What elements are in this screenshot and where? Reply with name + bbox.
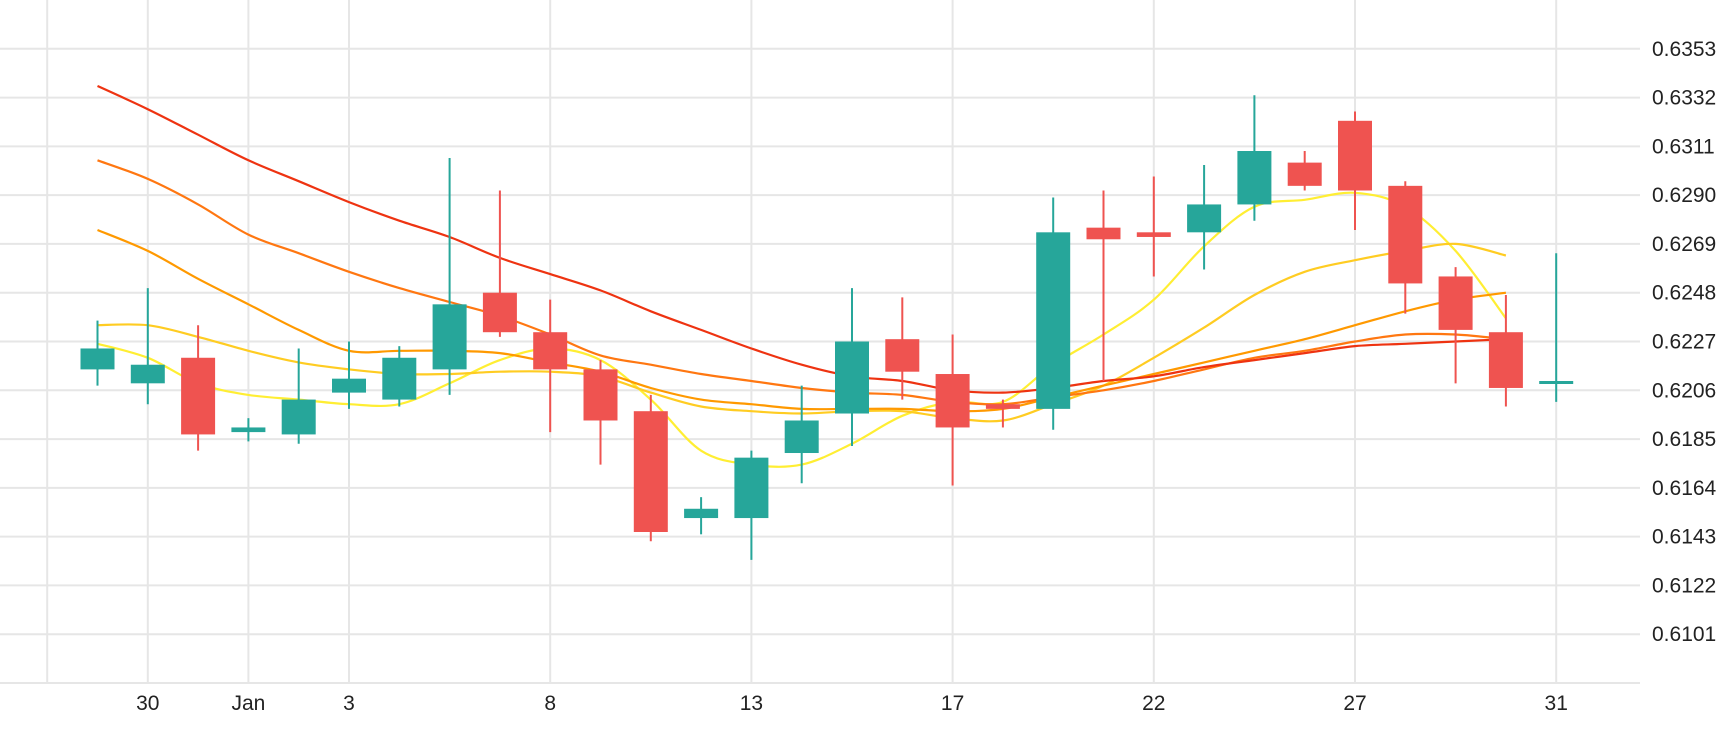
candle-14 (784, 385, 819, 484)
candle-body-24 (1287, 162, 1322, 186)
x-tick-label-0: 30 (136, 692, 159, 715)
moving-average-line-4 (97, 159, 1507, 406)
candle-body-3 (231, 427, 266, 433)
candle-body-19 (1036, 232, 1071, 409)
candle-3 (231, 418, 266, 442)
candle-body-4 (281, 399, 316, 435)
y-tick-label-2: 0.6143 (1652, 526, 1716, 549)
y-tick-label-10: 0.6311 (1652, 135, 1715, 158)
x-tick-label-6: 22 (1142, 692, 1165, 715)
y-axis-labels: 0.6101 0.6122 0.6143 0.6164 0.6185 0.6206 0.62… (1652, 38, 1717, 646)
candle-body-11 (633, 411, 668, 532)
moving-average-line-1 (97, 191, 1507, 468)
candle-body-0 (80, 348, 115, 370)
candle-body-21 (1136, 232, 1171, 237)
y-tick-label-9: 0.6290 (1652, 184, 1716, 207)
candle-1 (130, 288, 165, 405)
candle-10 (583, 360, 618, 465)
candle-body-14 (784, 420, 819, 454)
moving-average-line-5 (97, 84, 1506, 394)
candle-body-1 (130, 364, 165, 384)
candle-body-29 (1539, 380, 1574, 384)
candle-body-23 (1237, 151, 1272, 205)
candle-body-20 (1086, 227, 1121, 240)
candle-body-6 (382, 357, 417, 400)
candle-22 (1187, 164, 1222, 270)
candle-27 (1438, 267, 1473, 384)
y-tick-label-7: 0.6248 (1652, 282, 1716, 305)
candle-26 (1388, 181, 1423, 314)
y-tick-label-1: 0.6122 (1652, 574, 1716, 597)
candle-28 (1488, 295, 1523, 407)
candle-4 (281, 348, 316, 444)
candle-19 (1036, 197, 1071, 430)
y-tick-label-0: 0.6101 (1652, 623, 1716, 646)
x-axis-labels: 30 Jan 3 8 13 17 22 27 31 (136, 692, 1568, 715)
candle-layer (80, 95, 1574, 560)
candle-body-12 (684, 508, 719, 519)
candle-body-27 (1438, 276, 1473, 330)
x-tick-label-8: 31 (1545, 692, 1568, 715)
candle-17 (935, 334, 970, 486)
y-tick-label-8: 0.6269 (1652, 233, 1716, 256)
candle-body-9 (533, 332, 568, 370)
candle-body-7 (432, 304, 467, 370)
x-tick-label-5: 17 (941, 692, 964, 715)
candle-24 (1287, 151, 1322, 191)
candle-body-15 (835, 341, 869, 414)
candle-body-2 (181, 357, 216, 435)
candle-15 (835, 288, 869, 447)
x-tick-label-4: 13 (740, 692, 763, 715)
candle-body-8 (482, 292, 517, 333)
x-tick-label-7: 27 (1343, 692, 1366, 715)
candle-body-17 (935, 374, 970, 428)
y-tick-label-11: 0.6332 (1652, 87, 1716, 110)
candle-11 (633, 394, 668, 542)
candle-23 (1237, 95, 1272, 221)
candle-body-18 (985, 404, 1020, 409)
candle-body-25 (1338, 120, 1372, 191)
candle-2 (181, 325, 216, 451)
y-tick-label-3: 0.6164 (1652, 477, 1717, 500)
candle-body-26 (1388, 185, 1423, 284)
candle-body-22 (1187, 204, 1222, 233)
candle-29 (1539, 253, 1574, 402)
x-tick-label-2: 3 (343, 692, 355, 715)
candle-16 (885, 297, 920, 400)
candle-25 (1338, 111, 1372, 230)
x-tick-label-1: Jan (231, 692, 265, 715)
candle-0 (80, 320, 115, 386)
candle-body-16 (885, 339, 920, 372)
candle-21 (1136, 176, 1171, 277)
candle-body-28 (1488, 332, 1523, 388)
candle-8 (482, 190, 517, 337)
candle-6 (382, 346, 417, 407)
candle-body-10 (583, 369, 618, 421)
candle-20 (1086, 190, 1121, 381)
x-tick-label-3: 8 (544, 692, 556, 715)
y-tick-label-4: 0.6185 (1652, 428, 1716, 451)
candle-18 (985, 399, 1020, 428)
candle-12 (684, 497, 719, 535)
candle-body-13 (734, 457, 769, 519)
y-tick-label-6: 0.6227 (1652, 331, 1716, 354)
y-tick-label-5: 0.6206 (1652, 379, 1716, 402)
candle-body-5 (332, 378, 366, 393)
candle-5 (332, 341, 366, 409)
candle-13 (734, 450, 769, 560)
candle-7 (432, 157, 467, 395)
y-tick-label-12: 0.6353 (1652, 38, 1716, 61)
candle-9 (533, 299, 568, 433)
